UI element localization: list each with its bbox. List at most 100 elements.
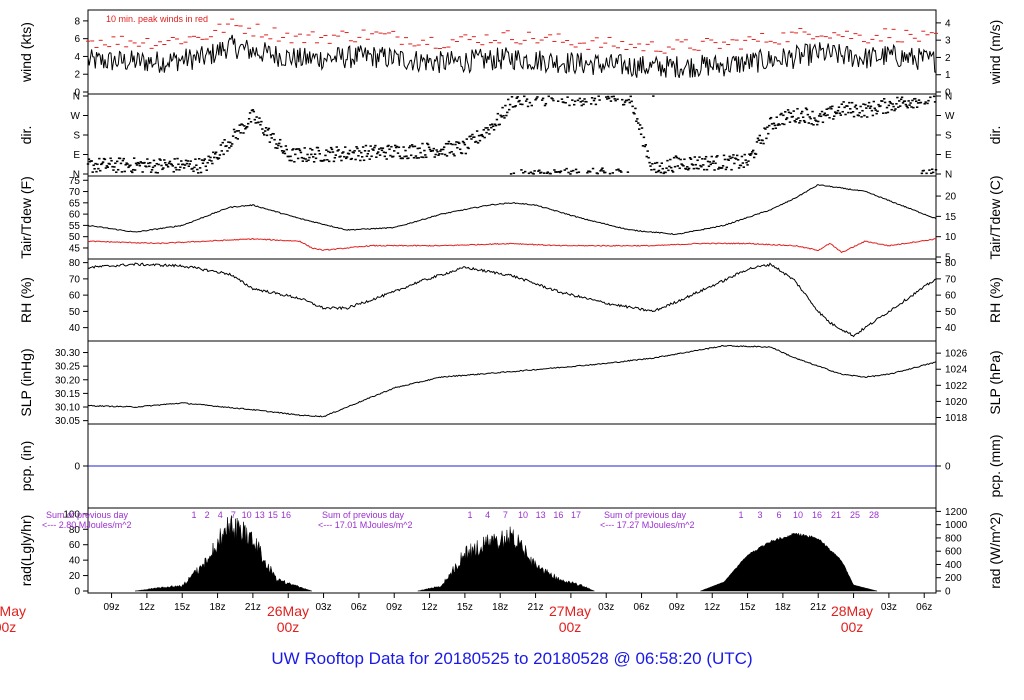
- tick-label-left: 30.05: [55, 416, 80, 427]
- x-tick-label: 06z: [351, 602, 367, 613]
- series-wind-direction: [86, 95, 938, 175]
- daily-total-value: <--- 2.80 MJoules/m^2: [42, 520, 132, 530]
- tick-label-right: 80: [945, 258, 957, 269]
- day-label-date: 28May: [831, 603, 873, 619]
- x-tick-label: 12z: [704, 602, 720, 613]
- x-tick-label: 12z: [139, 602, 155, 613]
- tick-label-left: 40: [69, 556, 81, 567]
- solar-area-day-2: [417, 526, 595, 592]
- tick-label-right: 1: [945, 70, 951, 81]
- y-axis-label-left: SLP (inHg): [18, 348, 34, 416]
- tick-label-left: 40: [69, 323, 81, 334]
- y-axis-label-left: Tair/Tdew (F): [18, 176, 34, 258]
- x-tick-label: 18z: [775, 602, 791, 613]
- y-axis-label-right: pcp. (mm): [987, 435, 1003, 498]
- daily-total-label: Sum of previous day: [322, 510, 405, 520]
- y-axis-label-right: rad (W/m^2): [987, 512, 1003, 589]
- tick-label-left: 20: [69, 571, 81, 582]
- daily-total-value: <--- 17.27 MJoules/m^2: [600, 520, 695, 530]
- tick-label-left: 30.10: [55, 403, 80, 414]
- tick-label-right: 1024: [945, 365, 968, 376]
- x-tick-label: 06z: [633, 602, 649, 613]
- x-tick-label: 18z: [209, 602, 225, 613]
- chart-title: UW Rooftop Data for 20180525 to 20180528…: [271, 649, 753, 668]
- series-tdew: [87, 237, 937, 254]
- panel-frame: [87, 9, 937, 95]
- tick-label-right: 600: [945, 547, 962, 558]
- day-label-date: 27May: [549, 603, 591, 619]
- tick-label-left: 50: [69, 307, 81, 318]
- daily-total-label: Sum of previous day: [604, 510, 687, 520]
- tick-label-right: S: [945, 131, 952, 142]
- x-tick-label: 21z: [527, 602, 543, 613]
- solar-area-day-3: [700, 532, 878, 592]
- x-tick-label: 09z: [103, 602, 119, 613]
- tick-label-right: 0: [945, 462, 951, 473]
- tick-label-right: W: [945, 111, 955, 122]
- y-axis-label-right: dir.: [987, 126, 1003, 145]
- hour-marker: 16: [281, 510, 291, 520]
- day-label-date: 26May: [267, 603, 309, 619]
- tick-label-left: 45: [69, 243, 81, 254]
- tick-label-left: 8: [74, 16, 80, 27]
- x-tick-label: 15z: [457, 602, 473, 613]
- tick-label-left: 100: [63, 509, 80, 520]
- hour-marker: 10: [242, 510, 252, 520]
- tick-label-left: S: [73, 131, 80, 142]
- tick-label-left: 50: [69, 232, 81, 243]
- tick-label-right: 400: [945, 560, 962, 571]
- tick-label-left: 0: [74, 462, 80, 473]
- panel-pressure: SLP (inHg) SLP (hPa) 30.05 30.10 30.15 30.20 3…: [18, 340, 1003, 427]
- tick-label-right: 20: [945, 192, 957, 203]
- hour-marker: 10: [518, 510, 528, 520]
- tick-label-right: N: [945, 170, 952, 181]
- daily-total-label: Sum of previous day: [46, 510, 129, 520]
- hour-marker: 15: [268, 510, 278, 520]
- hour-marker: 28: [869, 510, 879, 520]
- peak-wind-note: 10 min. peak winds in red: [106, 14, 208, 24]
- hour-marker: 16: [812, 510, 822, 520]
- hour-marker: 16: [553, 510, 563, 520]
- tick-label-right: E: [945, 150, 952, 161]
- y-axis-label-left: wind (kts): [18, 22, 34, 83]
- time-axis: 09z 12z 15z 18z 21z 03z 06z 09z 12z 15z 18z 21z 03z 0…: [0, 593, 932, 635]
- y-axis-label-right: Tair/Tdew (C): [987, 175, 1003, 259]
- hour-marker: 1: [738, 510, 743, 520]
- tick-label-right: 5: [945, 253, 951, 264]
- series-tair: [87, 184, 937, 236]
- tick-label-right: 800: [945, 533, 962, 544]
- tick-label-left: 6: [74, 34, 80, 45]
- day-label-hour: 00z: [841, 619, 864, 635]
- hour-marker: 13: [255, 510, 265, 520]
- tick-label-right: 1000: [945, 520, 968, 531]
- tick-label-right: 70: [945, 274, 957, 285]
- panel-precip: pcp. (in) pcp. (mm) 0 0: [18, 423, 1003, 509]
- tick-label-right: 10: [945, 232, 957, 243]
- tick-label-left: 60: [69, 291, 81, 302]
- tick-label-left: 75: [69, 176, 81, 187]
- x-tick-label: 09z: [669, 602, 685, 613]
- x-tick-label: 15z: [739, 602, 755, 613]
- day-label-date: 25May: [0, 603, 26, 619]
- tick-label-left: N: [73, 92, 80, 103]
- y-axis-label-left: rad(Lgly/hr): [18, 515, 34, 587]
- tick-label-left: 4: [74, 52, 80, 63]
- tick-label-right: 40: [945, 323, 957, 334]
- panel-wind: wind (kts) wind (m/s) 0 2 4 6 8 0 1 2 3 4 10 min. pe…: [18, 9, 1003, 99]
- tick-label-right: N: [945, 92, 952, 103]
- hour-marker: 21: [831, 510, 841, 520]
- series-humidity: [87, 262, 937, 338]
- tick-label-right: 0: [945, 587, 951, 598]
- tick-label-right: 0: [945, 88, 951, 99]
- panel-frame: [87, 507, 937, 594]
- series-wind-speed: [87, 34, 937, 79]
- y-axis-label-left: RH (%): [18, 277, 34, 323]
- hour-marker: 1: [191, 510, 196, 520]
- tick-label-right: 1020: [945, 397, 968, 408]
- tick-label-right: 50: [945, 307, 957, 318]
- tick-label-left: 30.15: [55, 389, 80, 400]
- x-tick-label: 03z: [315, 602, 331, 613]
- x-tick-label: 12z: [421, 602, 437, 613]
- day-label-hour: 00z: [559, 619, 582, 635]
